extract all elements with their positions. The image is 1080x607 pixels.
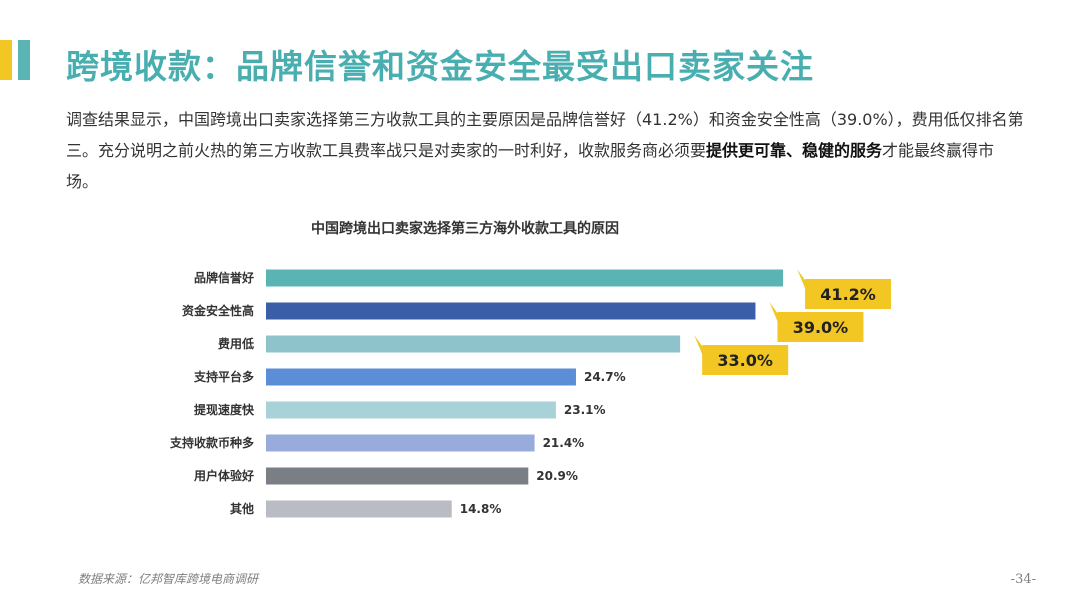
category-label: 资金安全性高 — [182, 303, 254, 318]
value-label: 39.0% — [793, 318, 849, 337]
page-number: -34- — [1010, 572, 1036, 587]
value-label: 14.8% — [460, 502, 502, 516]
body-text-part2: 才能最终赢得市场。 — [66, 141, 995, 191]
accent-bar-yellow — [0, 40, 12, 80]
bar — [266, 269, 784, 287]
callout-pointer — [694, 335, 705, 359]
bar — [266, 368, 576, 386]
body-text-bold: 提供更可靠、稳健的服务 — [706, 141, 883, 160]
bar — [266, 335, 681, 353]
category-label: 品牌信誉好 — [194, 270, 254, 285]
category-label: 用户体验好 — [193, 468, 254, 483]
data-source-note: 数据来源：亿邦智库跨境电商调研 — [78, 572, 259, 586]
callout-box — [777, 312, 864, 342]
callout-pointer — [797, 269, 808, 293]
slide-title: 跨境收款：品牌信誉和资金安全最受出口卖家关注 — [66, 47, 814, 86]
callout-pointer — [769, 302, 780, 326]
category-label: 支持平台多 — [193, 369, 254, 384]
value-label: 20.9% — [536, 469, 578, 483]
value-label: 33.0% — [717, 351, 773, 370]
bar — [266, 500, 452, 518]
slide-body-text: 调查结果显示，中国跨境出口卖家选择第三方收款工具的主要原因是品牌信誉好（41.2… — [66, 104, 1026, 197]
bar — [266, 434, 535, 452]
value-label: 41.2% — [820, 285, 876, 304]
value-label: 21.4% — [543, 436, 585, 450]
bar — [266, 467, 529, 485]
callout-box — [805, 279, 892, 309]
value-label: 24.7% — [584, 370, 626, 384]
callout-box — [702, 345, 789, 375]
category-label: 支持收款币种多 — [169, 435, 254, 450]
body-text-part1: 调查结果显示，中国跨境出口卖家选择第三方收款工具的主要原因是品牌信誉好（41.2… — [66, 110, 1024, 160]
bar — [266, 302, 756, 320]
value-label: 23.1% — [564, 403, 606, 417]
category-label: 提现速度快 — [194, 402, 255, 417]
category-label: 其他 — [230, 501, 254, 516]
chart-title: 中国跨境出口卖家选择第三方海外收款工具的原因 — [311, 221, 619, 237]
category-label: 费用低 — [218, 336, 254, 351]
accent-bar-teal — [18, 40, 30, 80]
bar — [266, 401, 556, 419]
